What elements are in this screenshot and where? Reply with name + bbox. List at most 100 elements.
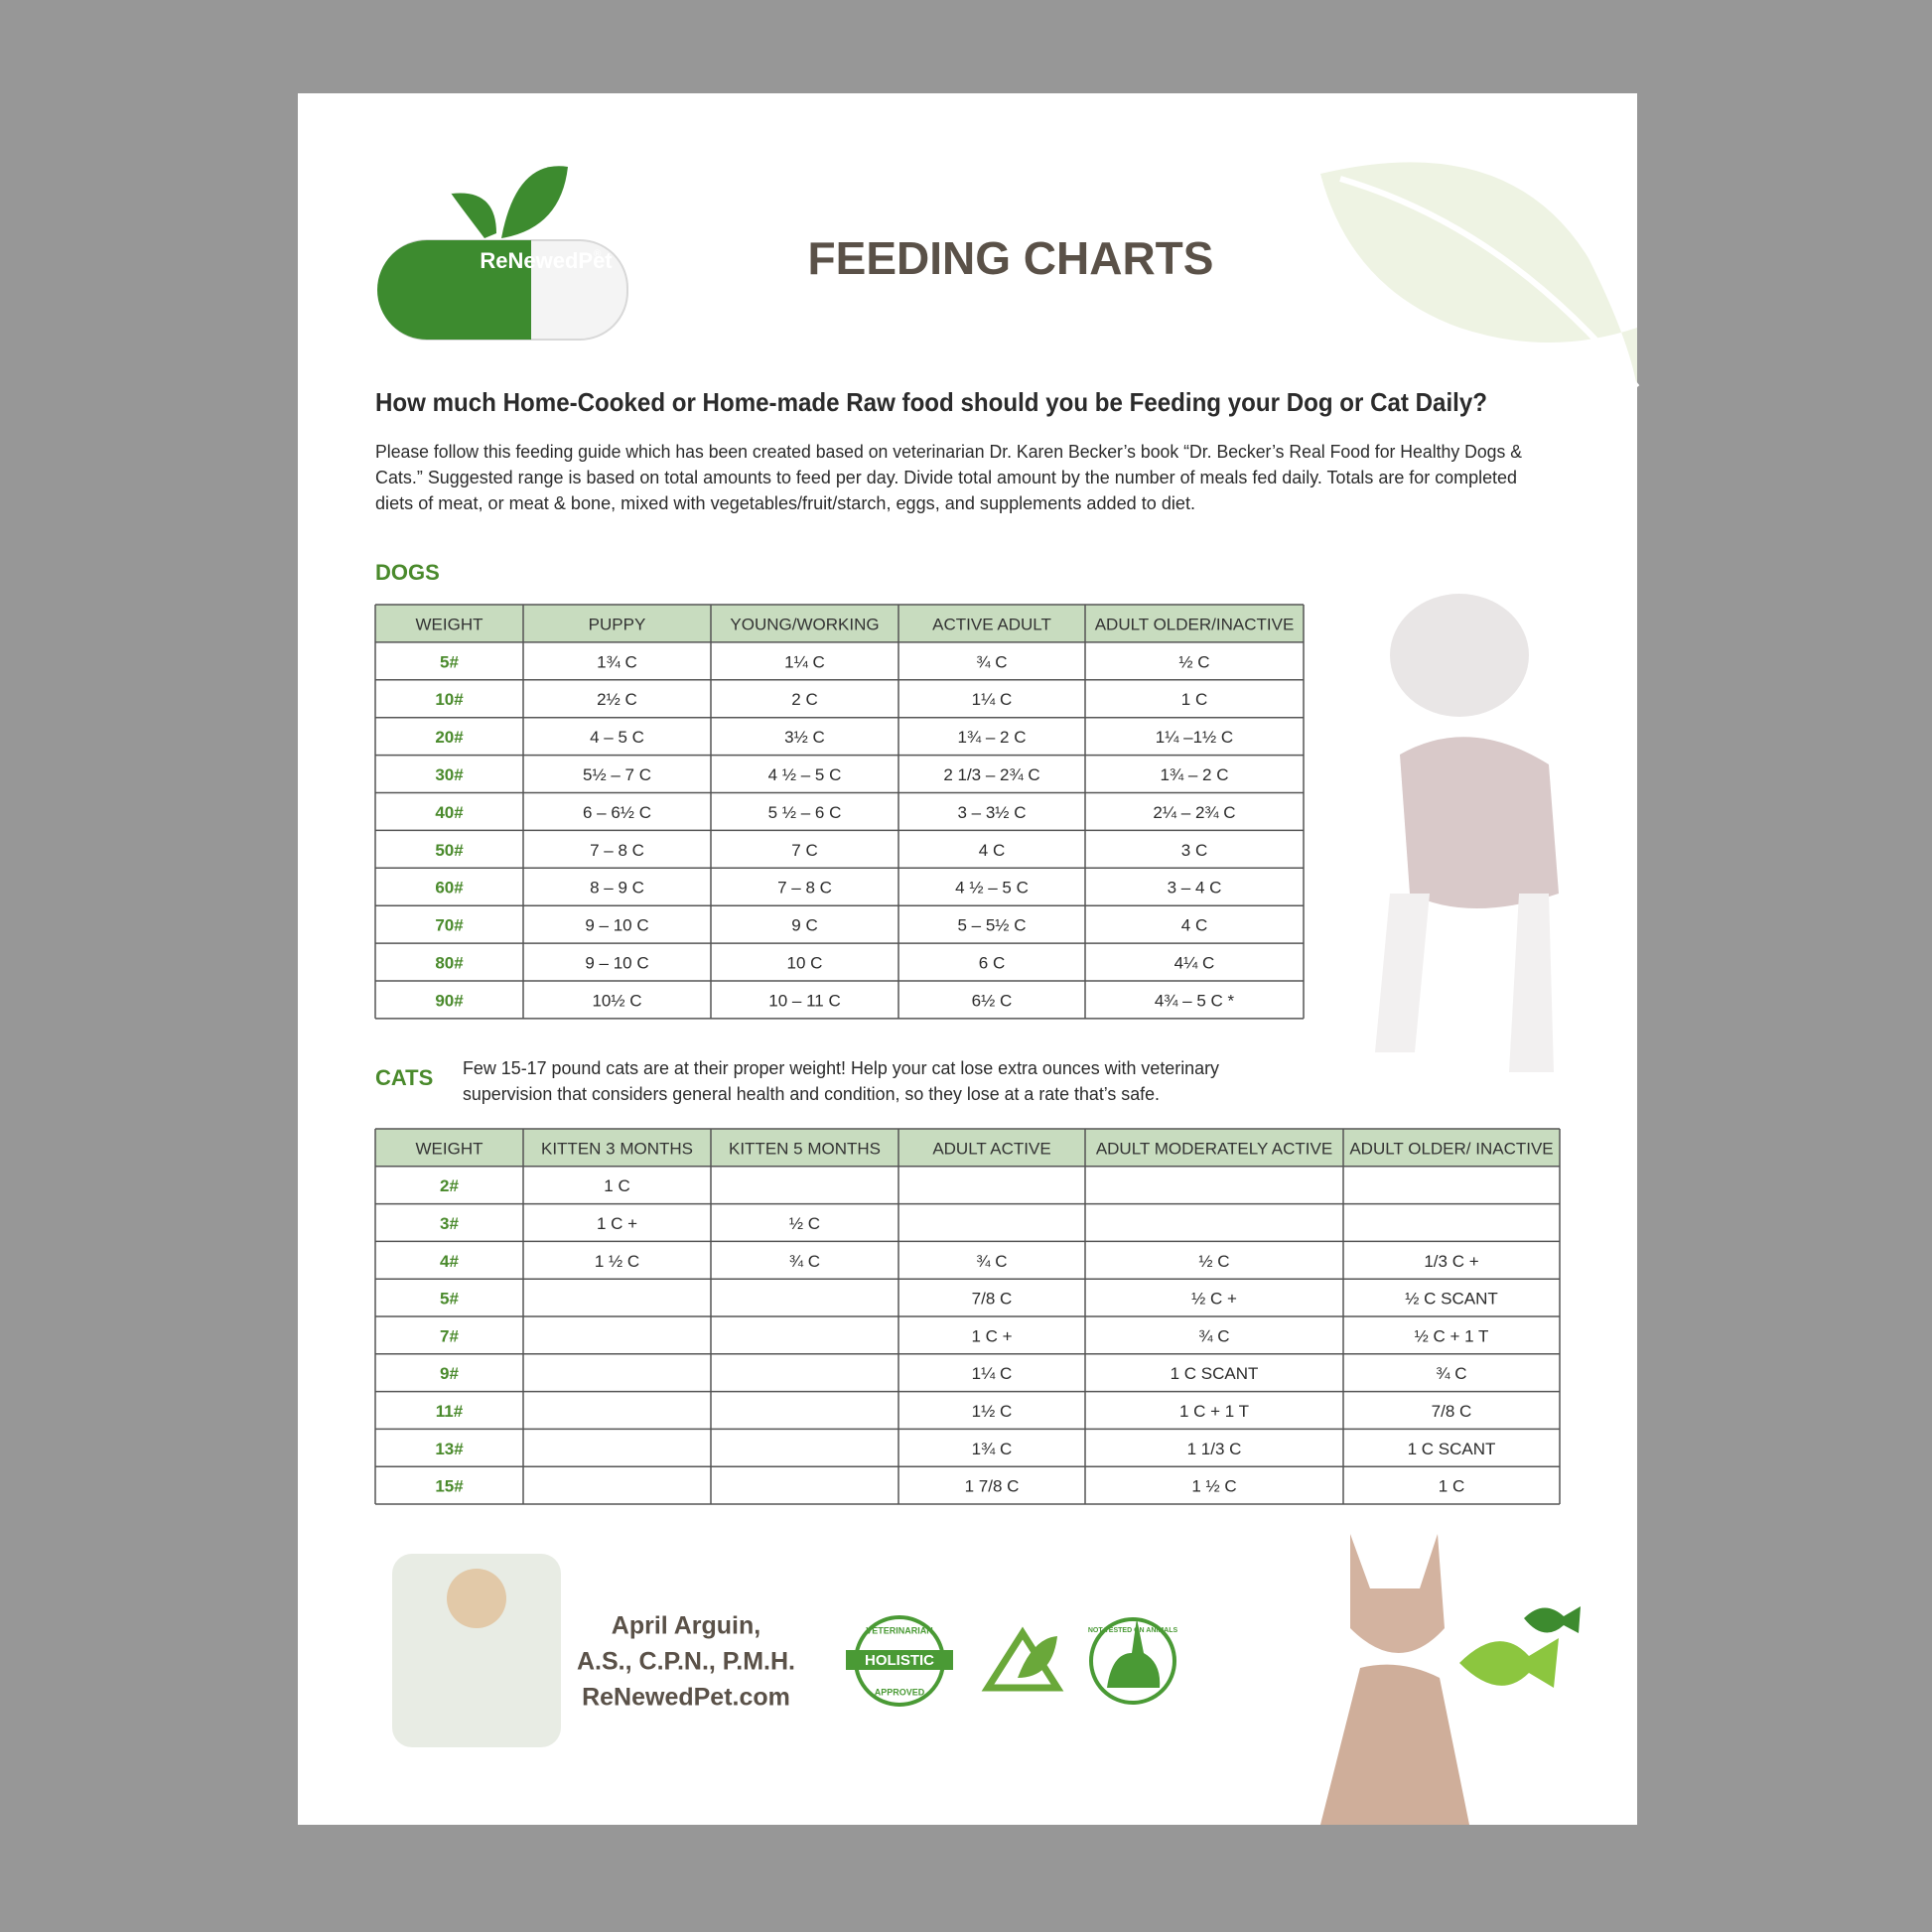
table-cell: 2 1/3 – 2¾ C: [943, 765, 1039, 784]
column-header: KITTEN 3 MONTHS: [541, 1139, 693, 1158]
table-cell: 7 – 8 C: [777, 879, 832, 897]
table-cell: ½ C +: [1191, 1290, 1237, 1309]
leaf-decoration: [1320, 162, 1637, 387]
holistic-badge: VETERINARIAN HOLISTIC APPROVED: [846, 1615, 953, 1707]
table-cell: 1 ½ C: [595, 1252, 639, 1271]
weight-cell: 20#: [435, 728, 464, 747]
weight-cell: 60#: [435, 879, 464, 897]
weight-cell: 5#: [440, 652, 459, 671]
footer-line: April Arguin,: [612, 1612, 760, 1640]
intro-line: Cats.” Suggested range is based on total…: [375, 468, 1517, 487]
dog-photo: [1375, 594, 1559, 1072]
logo-leaf: [501, 166, 568, 238]
table-cell: ¾ C: [1198, 1326, 1229, 1345]
weight-cell: 90#: [435, 991, 464, 1010]
table-cell: 1 ½ C: [1191, 1477, 1236, 1496]
column-header: ACTIVE ADULT: [932, 615, 1051, 633]
table-cell: 1 1/3 C: [1187, 1440, 1242, 1458]
table-cell: 6 C: [979, 954, 1005, 973]
weight-cell: 9#: [440, 1364, 459, 1383]
table-cell: 1¼ C: [972, 1364, 1013, 1383]
table-cell: 2 C: [791, 690, 817, 709]
fish-icons: [1459, 1606, 1581, 1688]
table-cell: ¾ C: [976, 1252, 1007, 1271]
badge-text: VETERINARIAN: [866, 1625, 933, 1635]
column-header: WEIGHT: [416, 1139, 483, 1158]
table-cell: 2½ C: [597, 690, 637, 709]
badge-band: [846, 1650, 953, 1670]
weight-cell: 50#: [435, 841, 464, 860]
table-cell: ½ C: [1178, 652, 1209, 671]
cat-head: [1350, 1534, 1445, 1653]
header-row: [375, 605, 1304, 642]
dog-head: [1390, 594, 1529, 717]
badge-text: HOLISTIC: [865, 1652, 934, 1669]
table-cell: 9 – 10 C: [585, 954, 648, 973]
weight-cell: 11#: [436, 1402, 464, 1421]
column-header: PUPPY: [589, 615, 646, 633]
intro-line: diets of meat, or meat & bone, mixed wit…: [375, 493, 1195, 513]
table-cell: 6 – 6½ C: [583, 803, 651, 822]
column-header: ADULT ACTIVE: [932, 1139, 1050, 1158]
header-row: [375, 1129, 1560, 1167]
recycle-leaf: [1018, 1636, 1057, 1678]
table-cell: 1 C: [1181, 690, 1207, 709]
column-header: WEIGHT: [416, 615, 483, 633]
table-cell: 7/8 C: [972, 1290, 1013, 1309]
cats-note: Few 15-17 pound cats are at their proper…: [463, 1058, 1219, 1078]
cat-body: [1320, 1664, 1469, 1825]
column-header: YOUNG/WORKING: [730, 615, 879, 633]
table-cell: 3 – 3½ C: [958, 803, 1027, 822]
table-cell: ½ C: [1198, 1252, 1229, 1271]
table-cell: 4 C: [1181, 916, 1207, 935]
table-cell: 4¼ C: [1174, 954, 1215, 973]
table-cell: 10 C: [787, 954, 823, 973]
table-cell: 1 C: [1439, 1477, 1464, 1496]
table-cell: 1¾ C: [972, 1440, 1013, 1458]
rabbit: [1107, 1618, 1161, 1688]
footer-line: ReNewedPet.com: [582, 1684, 790, 1712]
weight-cell: 2#: [440, 1176, 459, 1195]
table-cell: 7 – 8 C: [590, 841, 644, 860]
photo-placeholder: [392, 1554, 561, 1747]
badge-text: APPROVED: [875, 1687, 925, 1697]
table-cell: 1¾ – 2 C: [958, 728, 1027, 747]
table-cell: 3½ C: [784, 728, 825, 747]
table-cell: ½ C + 1 T: [1415, 1326, 1489, 1345]
table-cell: 2¼ – 2¾ C: [1153, 803, 1235, 822]
cats-note: supervision that considers general healt…: [463, 1084, 1160, 1104]
weight-cell: 13#: [435, 1440, 464, 1458]
dog-body: [1400, 737, 1559, 908]
logo: ReNewedPet ®: [377, 166, 628, 341]
weight-cell: 10#: [435, 690, 464, 709]
leaf-vein: [1339, 176, 1640, 389]
table-cell: 5 – 5½ C: [958, 916, 1027, 935]
table-cell: 1 C SCANT: [1408, 1440, 1496, 1458]
table-cell: 5 ½ – 6 C: [768, 803, 842, 822]
badge-ring: [1089, 1617, 1176, 1705]
title: FEEDING CHARTS: [808, 232, 1214, 284]
face: [447, 1569, 506, 1628]
badge-text: NOT TESTED ON ANIMALS: [1088, 1627, 1178, 1634]
table-cell: 4 ½ – 5 C: [768, 765, 842, 784]
table-cell: 1 C + 1 T: [1179, 1402, 1249, 1421]
weight-cell: 5#: [440, 1290, 459, 1309]
logo-capsule-green: [377, 240, 531, 340]
table-cell: 4 ½ – 5 C: [955, 879, 1029, 897]
logo-text: ReNewedPet: [480, 248, 613, 273]
table-cell: 1/3 C +: [1424, 1252, 1478, 1271]
table-cell: 8 – 9 C: [590, 879, 644, 897]
tables: WEIGHT PUPPY YOUNG/WORKING ACTIVE ADULT ADUL…: [374, 604, 1561, 1505]
table-cell: 9 C: [791, 916, 817, 935]
column-header: ADULT OLDER/ INACTIVE: [1349, 1139, 1553, 1158]
table-cell: 1 C SCANT: [1171, 1364, 1259, 1383]
weight-cell: 70#: [435, 916, 464, 935]
table-cell: 7/8 C: [1432, 1402, 1472, 1421]
table-cell: 5½ – 7 C: [583, 765, 651, 784]
footer-line: A.S., C.P.N., P.M.H.: [577, 1648, 795, 1676]
table-cell: 1½ C: [972, 1402, 1013, 1421]
recycle-icon: [981, 1626, 1064, 1692]
table-cell: 6½ C: [972, 991, 1013, 1010]
table-cell: ½ C: [789, 1214, 820, 1233]
